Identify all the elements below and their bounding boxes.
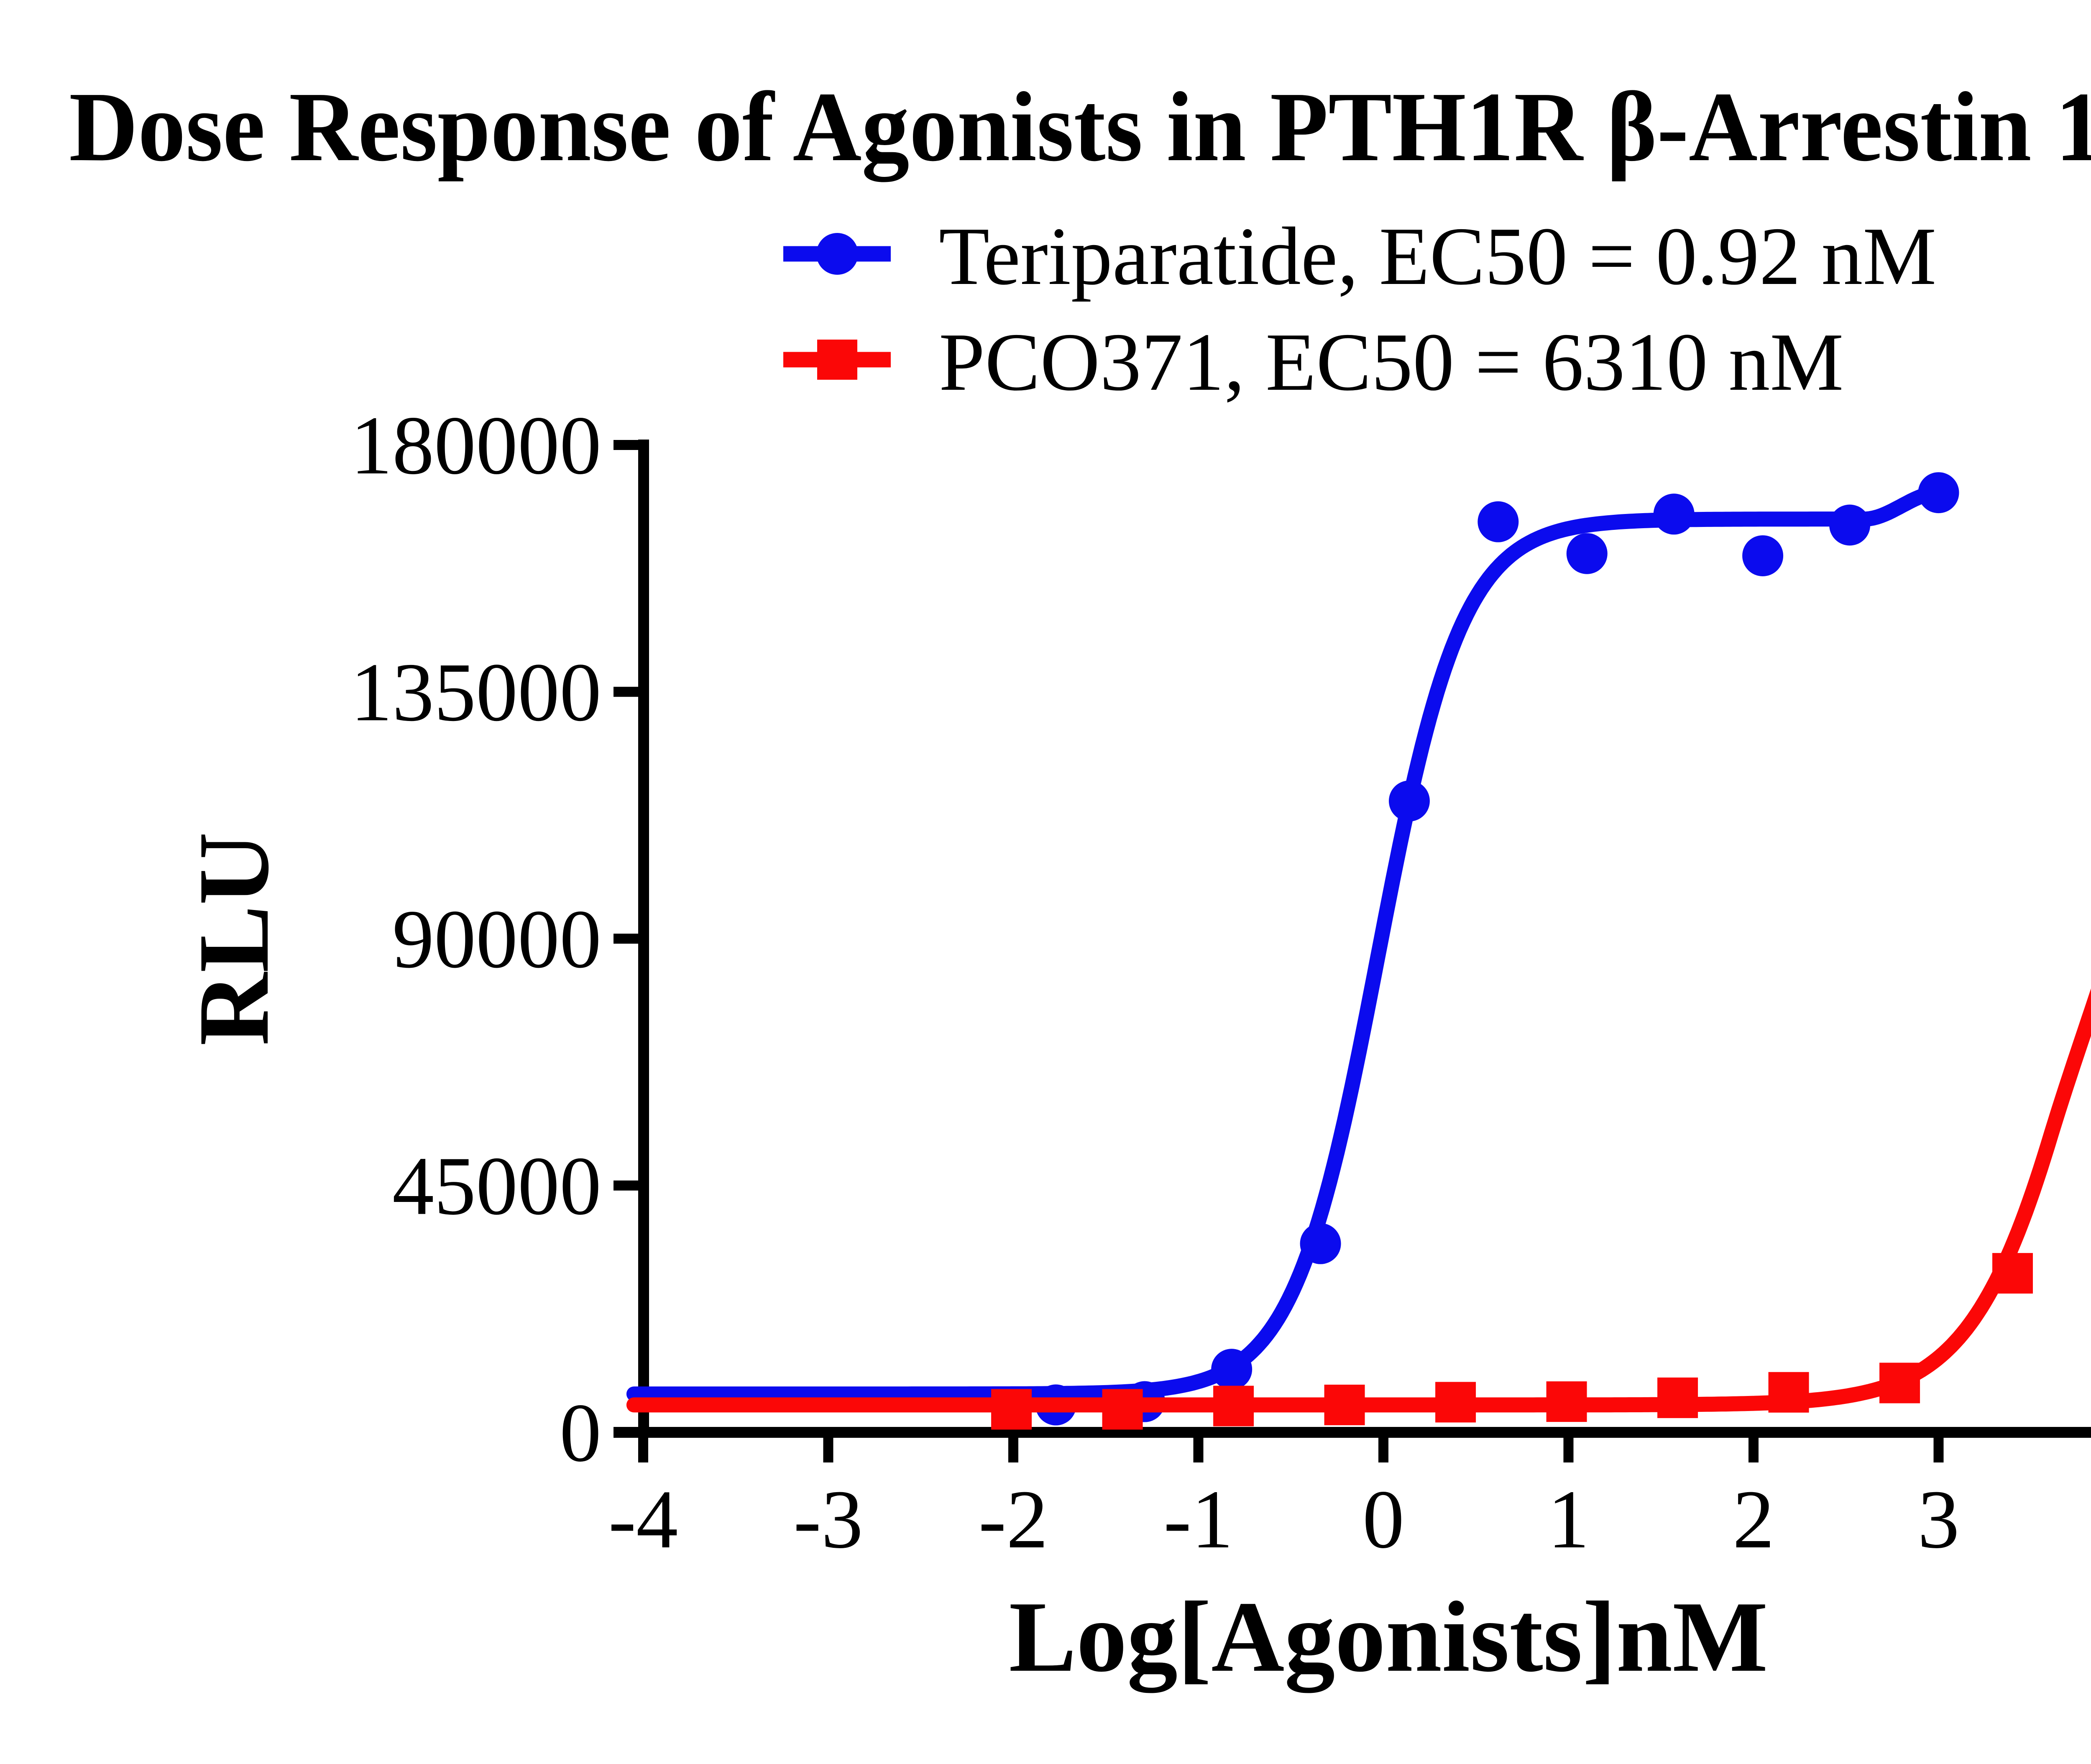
x-tick-label: 3 xyxy=(1918,1473,1960,1566)
y-axis-title: RLU xyxy=(178,832,290,1046)
y-axis-line xyxy=(638,440,649,1438)
x-tick-mark xyxy=(638,1438,648,1462)
y-tick-mark xyxy=(613,933,638,944)
pco371-data-point xyxy=(1879,1363,1920,1404)
teriparatide-data-point xyxy=(1829,504,1871,546)
chart-title: Dose Response of Agonists in PTH1R β-Arr… xyxy=(69,72,2091,182)
y-tick-label: 0 xyxy=(560,1387,601,1479)
x-tick-mark xyxy=(1748,1438,1759,1462)
square-icon xyxy=(817,340,857,380)
teriparatide-fit-curve xyxy=(626,485,1945,1402)
y-tick-mark xyxy=(613,1180,638,1191)
y-tick-mark xyxy=(613,1427,638,1437)
legend-item: PCO371, EC50 = 6310 nM xyxy=(783,316,1843,408)
y-tick-mark xyxy=(613,687,638,697)
pco371-data-point xyxy=(1435,1382,1476,1423)
x-tick-label: 2 xyxy=(1733,1473,1774,1566)
teriparatide-data-point xyxy=(1653,493,1695,535)
teriparatide-data-point xyxy=(1742,535,1784,576)
x-tick-mark xyxy=(1193,1438,1204,1462)
pco371-data-point xyxy=(1768,1372,1809,1413)
x-tick-mark xyxy=(823,1438,833,1462)
pco371-data-point xyxy=(1992,1253,2033,1294)
pco371-fit-curve xyxy=(626,988,2091,1413)
x-tick-mark xyxy=(1933,1438,1944,1462)
data-series-layer xyxy=(626,472,2091,1430)
teriparatide-data-point xyxy=(1300,1223,1341,1264)
pco371-data-point xyxy=(1213,1386,1254,1427)
pco371-data-point xyxy=(1657,1377,1698,1418)
teriparatide-data-point xyxy=(1478,501,1519,542)
teriparatide-data-point xyxy=(1566,533,1608,574)
x-tick-label: -3 xyxy=(793,1473,863,1566)
x-tick-label: 1 xyxy=(1548,1473,1590,1566)
x-tick-mark xyxy=(1008,1438,1018,1462)
circle-icon xyxy=(816,233,858,275)
legend: Teriparatide, EC50 = 0.92 nM PCO371, EC5… xyxy=(783,210,1936,408)
teriparatide-data-point xyxy=(1388,780,1430,822)
x-tick-label: -1 xyxy=(1163,1473,1233,1566)
legend-label: PCO371, EC50 = 6310 nM xyxy=(939,316,1843,408)
pco371-data-point xyxy=(1324,1384,1365,1425)
x-axis-title: Log[Agonists]nM xyxy=(1009,1581,1768,1693)
axes: -4-3-2-10123404500090000135000180000 xyxy=(350,399,2091,1566)
pco371-data-point xyxy=(991,1389,1032,1430)
legend-item: Teriparatide, EC50 = 0.92 nM xyxy=(783,210,1936,302)
x-tick-label: -4 xyxy=(608,1473,678,1566)
x-tick-label: 0 xyxy=(1362,1473,1404,1566)
y-tick-label: 135000 xyxy=(350,646,601,739)
x-tick-mark xyxy=(1563,1438,1574,1462)
y-tick-label: 90000 xyxy=(392,893,601,986)
x-axis-line xyxy=(613,1427,2091,1438)
y-tick-label: 180000 xyxy=(350,399,601,492)
teriparatide-data-point xyxy=(1918,472,1959,514)
y-tick-mark xyxy=(613,440,638,450)
teriparatide-data-point xyxy=(1211,1349,1253,1390)
x-tick-label: -2 xyxy=(979,1473,1048,1566)
pco371-data-point xyxy=(1102,1389,1143,1430)
x-tick-mark xyxy=(1378,1438,1388,1462)
y-tick-label: 45000 xyxy=(392,1140,601,1232)
legend-label: Teriparatide, EC50 = 0.92 nM xyxy=(939,210,1936,302)
pco371-data-point xyxy=(1546,1381,1587,1422)
